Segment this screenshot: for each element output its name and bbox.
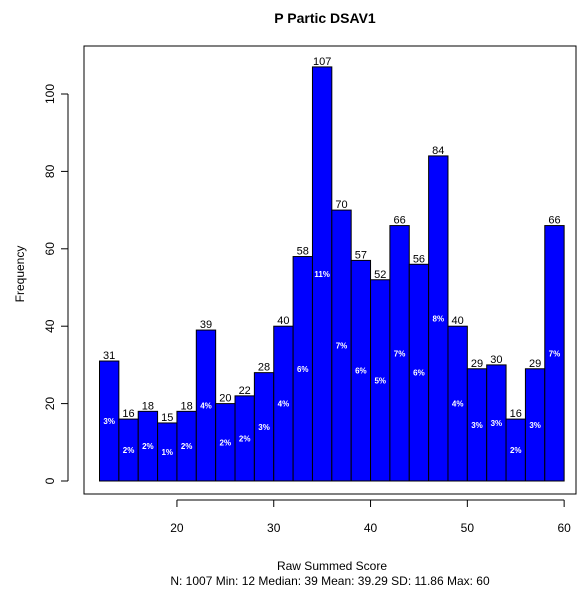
bar-percent-label: 6%	[355, 367, 367, 376]
bar-percent-label: 1%	[161, 448, 173, 457]
bar-percent-label: 8%	[433, 314, 445, 323]
bar-percent-label: 6%	[413, 369, 425, 378]
y-axis: 0 20 40 60 80 100	[43, 84, 69, 484]
bar-percent-label: 3%	[258, 423, 270, 432]
y-axis-label: Frequency	[13, 246, 27, 303]
bar-count-label: 20	[219, 393, 231, 405]
bar-count-label: 16	[122, 408, 134, 420]
bar-count-label: 18	[180, 400, 192, 412]
bar-count-label: 40	[452, 315, 464, 327]
bar-count-label: 84	[432, 145, 444, 157]
bar-count-label: 40	[277, 315, 289, 327]
bar-count-label: 15	[161, 412, 173, 424]
bar-count-label: 66	[393, 215, 405, 227]
bar-percent-label: 5%	[374, 376, 386, 385]
x-tick-label: 40	[364, 521, 378, 535]
y-tick-label: 20	[43, 397, 57, 411]
bar-count-label: 29	[529, 358, 541, 370]
bar-count-label: 107	[313, 56, 331, 68]
bar-count-label: 16	[510, 408, 522, 420]
bar-count-label: 70	[335, 199, 347, 211]
bar-percent-label: 11%	[314, 270, 330, 279]
x-axis-label: Raw Summed Score	[277, 559, 387, 573]
bar-count-label: 29	[471, 358, 483, 370]
bar-count-label: 30	[490, 354, 502, 366]
bar-percent-label: 2%	[220, 438, 232, 447]
bar-count-label: 56	[413, 253, 425, 265]
y-tick-label: 40	[43, 319, 57, 333]
x-axis: 20 30 40 50 60	[170, 499, 571, 535]
x-tick-label: 20	[170, 521, 184, 535]
bar-percent-label: 4%	[200, 402, 212, 411]
y-tick-label: 100	[43, 84, 57, 104]
bar-count-label: 57	[355, 249, 367, 261]
bar-percent-label: 3%	[471, 421, 483, 430]
bar-percent-label: 3%	[491, 419, 503, 428]
bar-percent-label: 7%	[336, 342, 348, 351]
bar-percent-label: 4%	[278, 400, 290, 409]
bar-percent-label: 2%	[239, 434, 251, 443]
bar-count-label: 18	[142, 400, 154, 412]
chart-title: P Partic DSAV1	[274, 10, 376, 26]
summary-stats: N: 1007 Min: 12 Median: 39 Mean: 39.29 S…	[170, 574, 490, 588]
bar-percent-label: 7%	[549, 349, 561, 358]
x-tick-label: 30	[267, 521, 281, 535]
bar-count-label: 52	[374, 269, 386, 281]
bar-percent-label: 3%	[529, 421, 541, 430]
y-tick-label: 60	[43, 242, 57, 256]
y-tick-label: 80	[43, 164, 57, 178]
bar-count-label: 66	[548, 215, 560, 227]
bar-percent-label: 2%	[510, 446, 522, 455]
bar-percent-label: 7%	[394, 349, 406, 358]
x-tick-label: 50	[461, 521, 475, 535]
bar-percent-label: 2%	[181, 442, 193, 451]
bar-count-label: 31	[103, 350, 115, 362]
bars-group: 31 3% 16 2% 18 2% 15 1% 18 2% 39 4% 20 2% 22 2% 28 3% 40 4%…	[99, 56, 565, 482]
y-tick-label: 0	[43, 477, 57, 484]
bar-percent-label: 4%	[452, 400, 464, 409]
bar-percent-label: 6%	[297, 365, 309, 374]
bar-count-label: 28	[258, 362, 270, 374]
bar-percent-label: 2%	[123, 446, 135, 455]
bar-count-label: 22	[239, 385, 251, 397]
histogram-bar	[428, 155, 449, 482]
x-tick-label: 60	[557, 521, 571, 535]
bar-percent-label: 3%	[103, 417, 115, 426]
bar-percent-label: 2%	[142, 442, 154, 451]
histogram-bar	[544, 225, 565, 482]
bar-count-label: 39	[200, 319, 212, 331]
plot-frame	[83, 45, 577, 495]
bar-count-label: 58	[297, 246, 309, 258]
